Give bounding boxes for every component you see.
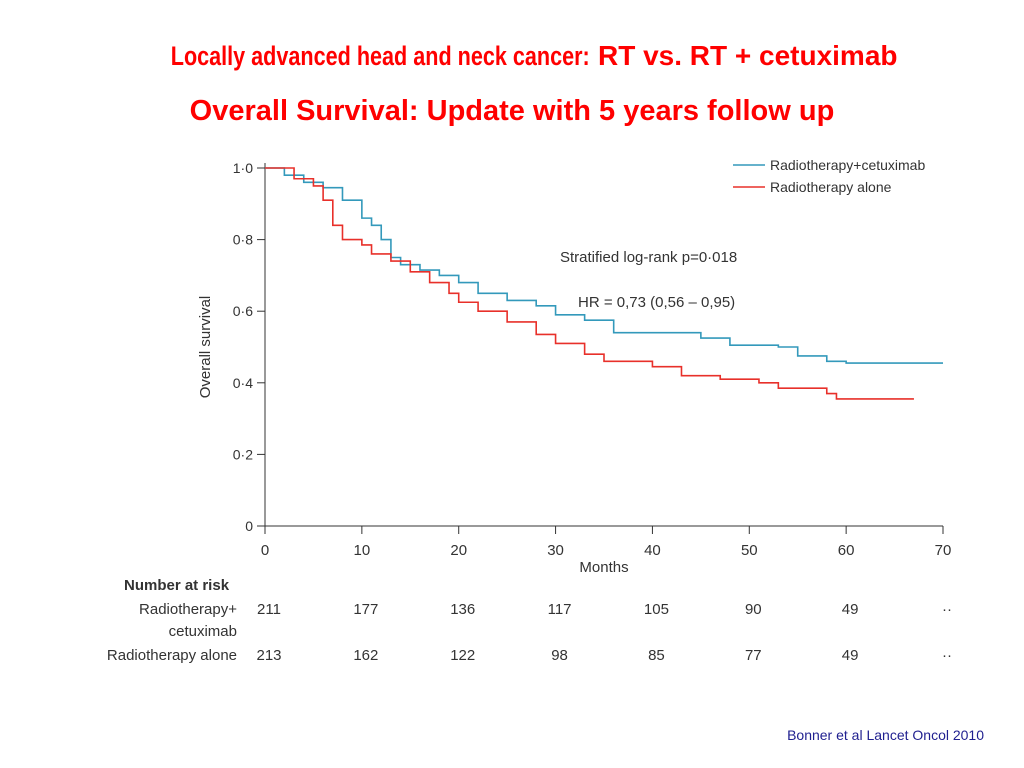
risk-value: ·· bbox=[942, 601, 952, 618]
risk-value: 122 bbox=[450, 647, 475, 664]
survival-curve-rt-alone bbox=[265, 167, 914, 400]
y-axis-label: Overall survival bbox=[197, 296, 214, 399]
risk-value: 105 bbox=[644, 601, 669, 618]
x-tick-label: 10 bbox=[354, 542, 371, 559]
risk-value: ·· bbox=[942, 647, 952, 664]
risk-row-label: Radiotherapy alone bbox=[107, 647, 237, 664]
risk-value: 213 bbox=[256, 647, 281, 664]
x-tick-label: 60 bbox=[838, 542, 855, 559]
slide-title-line1: Locally advanced head and neck cancer: R… bbox=[0, 40, 1024, 72]
title-part2: RT vs. RT + cetuximab bbox=[590, 40, 898, 71]
y-tick-label: 0·2 bbox=[233, 446, 253, 462]
risk-row-label: cetuximab bbox=[169, 623, 237, 640]
risk-value: 177 bbox=[353, 601, 378, 618]
annotation-logrank: Stratified log-rank p=0·018 bbox=[560, 249, 737, 266]
risk-value: 162 bbox=[353, 647, 378, 664]
risk-table-title: Number at risk bbox=[124, 577, 230, 594]
risk-value: 49 bbox=[842, 647, 859, 664]
survival-curve-rt-cetuximab bbox=[265, 167, 943, 364]
title-part1: Locally advanced head and neck cancer: bbox=[171, 41, 591, 71]
risk-value: 98 bbox=[551, 647, 568, 664]
risk-value: 211 bbox=[257, 601, 281, 618]
y-tick-label: 0·4 bbox=[233, 375, 253, 391]
risk-row-label: Radiotherapy+ bbox=[139, 601, 237, 618]
x-tick-label: 40 bbox=[644, 542, 661, 559]
x-tick-label: 70 bbox=[935, 542, 952, 559]
y-tick-label: 0·6 bbox=[233, 303, 253, 319]
x-tick-label: 20 bbox=[450, 542, 467, 559]
x-tick-label: 30 bbox=[547, 542, 564, 559]
y-tick-label: 0·8 bbox=[233, 232, 253, 248]
citation: Bonner et al Lancet Oncol 2010 bbox=[787, 727, 984, 743]
slide-title-line2: Overall Survival: Update with 5 years fo… bbox=[189, 95, 835, 127]
legend-label: Radiotherapy+cetuximab bbox=[770, 157, 925, 173]
x-axis-label: Months bbox=[579, 559, 628, 576]
risk-value: 90 bbox=[745, 601, 762, 618]
y-tick-label: 0 bbox=[245, 518, 253, 534]
survival-chart: 0 0·2 0·4 0·6 0·8 1·0 0 10 20 30 40 50 60 70 Months Ove… bbox=[107, 157, 952, 664]
x-tick-label: 0 bbox=[261, 542, 269, 559]
legend-label: Radiotherapy alone bbox=[770, 179, 892, 195]
risk-value: 49 bbox=[842, 601, 859, 618]
annotation-hr: HR = 0,73 (0,56 – 0,95) bbox=[578, 294, 735, 311]
y-tick-label: 1·0 bbox=[233, 160, 253, 176]
risk-value: 136 bbox=[450, 601, 475, 618]
risk-value: 85 bbox=[648, 647, 665, 664]
risk-value: 77 bbox=[745, 647, 762, 664]
x-tick-label: 50 bbox=[741, 542, 758, 559]
risk-value: 117 bbox=[548, 601, 572, 618]
